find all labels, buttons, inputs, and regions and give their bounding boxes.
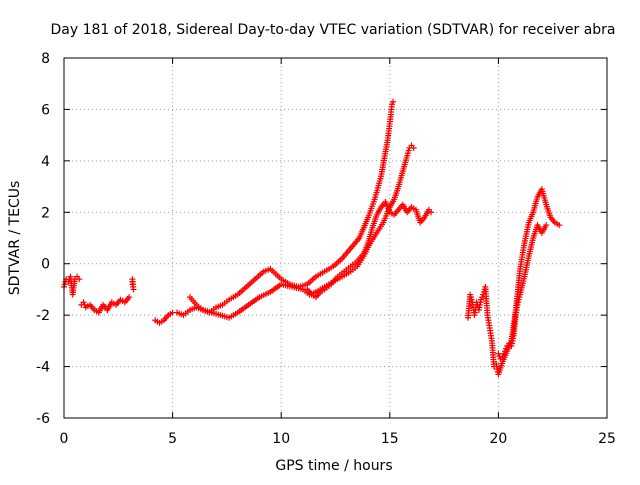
y-tick-label: -2 [36,308,50,324]
data-point [130,286,137,293]
x-axis-title: GPS time / hours [275,458,392,474]
y-tick-label: 2 [41,205,50,221]
x-tick-label: 15 [381,431,399,447]
x-tick-label: 20 [489,431,507,447]
data-point [410,145,417,151]
y-axis-title: SDTVAR / TECUs [7,181,23,296]
y-tick-label: -4 [36,360,50,376]
series-seg-h [495,222,550,362]
x-tick-label: 25 [598,431,616,447]
chart-title: Day 181 of 2018, Sidereal Day-to-day VTE… [50,22,615,38]
x-tick-label: 10 [272,431,290,447]
series-seg-a [61,273,83,298]
series-seg-g [464,186,563,378]
series-seg-b [78,294,133,316]
x-tick-label: 0 [60,431,69,447]
plot-frame [63,57,608,419]
y-tick-label: -6 [36,411,50,427]
data-point [428,209,435,216]
data-point [543,222,550,229]
data-points [61,98,563,378]
data-point [76,276,83,283]
y-tick-label: 0 [41,257,50,273]
series-seg-f [304,199,435,301]
x-tick-label: 5 [168,431,177,447]
data-point [126,294,133,301]
y-tick-label: 4 [41,154,50,170]
series-seg-c [129,276,137,293]
data-point [390,98,397,105]
y-tick-label: 8 [41,51,50,67]
y-tick-label: 6 [41,102,50,118]
data-point [556,222,563,229]
